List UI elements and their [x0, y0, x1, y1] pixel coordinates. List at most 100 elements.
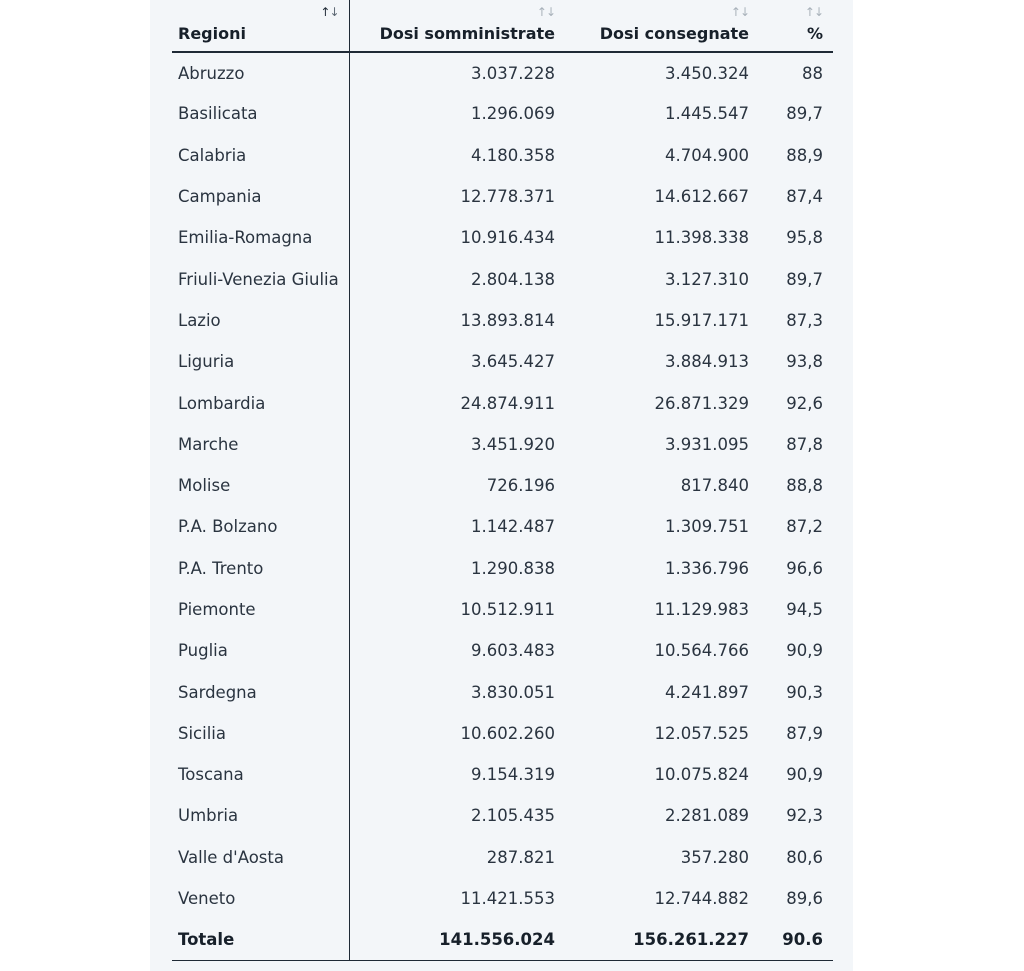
cell-percent: 89,7	[786, 104, 823, 124]
column-header-label: Regioni	[178, 24, 246, 43]
table-row: Sardegna 3.830.051 4.241.897 90,3	[172, 671, 833, 713]
cell-region: Lazio	[172, 299, 350, 342]
cell-administered: 3.645.427	[471, 352, 555, 372]
sort-arrows-icon[interactable]: ↑↓	[320, 5, 339, 19]
cell-delivered: 3.127.310	[665, 269, 749, 289]
cell-region: P.A. Trento	[172, 547, 350, 589]
cell-region: Totale	[172, 919, 350, 962]
cell-administered: 3.451.920	[471, 434, 555, 454]
table-panel: ↑↓ Regioni ↑↓ Dosi somministrate ↑↓ Dosi…	[150, 0, 853, 971]
table-row: Piemonte 10.512.911 11.129.983 94,5	[172, 588, 833, 631]
table-row: Umbria 2.105.435 2.281.089 92,3	[172, 795, 833, 837]
cell-delivered: 12.057.525	[654, 723, 749, 743]
column-header-dosi-consegnate[interactable]: ↑↓ Dosi consegnate	[565, 0, 759, 53]
column-header-label: %	[806, 24, 823, 43]
cell-delivered: 3.931.095	[665, 434, 749, 454]
cell-percent: 87,3	[786, 310, 823, 330]
column-header-percent[interactable]: ↑↓ %	[759, 0, 833, 53]
cell-administered: 1.142.487	[471, 517, 555, 537]
table-row: Campania 12.778.371 14.612.667 87,4	[172, 175, 833, 218]
cell-administered: 3.830.051	[471, 682, 555, 702]
sort-arrows-icon[interactable]: ↑↓	[536, 5, 556, 19]
column-header-label: Dosi somministrate	[379, 24, 555, 43]
table-body: Abruzzo 3.037.228 3.450.324 88 Basilicata 1.2…	[172, 52, 833, 962]
cell-percent: 87,8	[786, 434, 823, 454]
cell-delivered: 4.704.900	[665, 145, 749, 165]
cell-percent: 89,6	[786, 889, 823, 909]
vaccine-doses-table: ↑↓ Regioni ↑↓ Dosi somministrate ↑↓ Dosi…	[172, 0, 833, 962]
cell-delivered: 1.336.796	[665, 558, 749, 578]
cell-region: Sardegna	[172, 671, 350, 713]
cell-administered: 1.296.069	[471, 104, 555, 124]
column-header-dosi-somministrate[interactable]: ↑↓ Dosi somministrate	[349, 0, 565, 53]
table-row: Marche 3.451.920 3.931.095 87,8	[172, 423, 833, 465]
cell-administered: 12.778.371	[460, 187, 555, 207]
cell-delivered: 1.309.751	[665, 517, 749, 537]
cell-region: Emilia-Romagna	[172, 217, 350, 259]
cell-percent: 92,3	[786, 806, 823, 826]
cell-administered: 2.804.138	[471, 269, 555, 289]
table-row: Toscana 9.154.319 10.075.824 90,9	[172, 754, 833, 796]
cell-delivered: 3.884.913	[665, 352, 749, 372]
cell-delivered: 357.280	[680, 847, 749, 867]
cell-percent: 87,9	[786, 723, 823, 743]
cell-percent: 95,8	[786, 228, 823, 248]
cell-delivered: 14.612.667	[654, 187, 749, 207]
table-row: Sicilia 10.602.260 12.057.525 87,9	[172, 712, 833, 755]
cell-region: Umbria	[172, 795, 350, 837]
cell-administered: 726.196	[486, 476, 555, 496]
cell-percent: 90,9	[786, 641, 823, 661]
cell-region: Abruzzo	[172, 52, 350, 94]
table-row: Valle d'Aosta 287.821 357.280 80,6	[172, 836, 833, 878]
table-row: Abruzzo 3.037.228 3.450.324 88	[172, 52, 833, 94]
cell-region: Marche	[172, 423, 350, 465]
cell-percent: 94,5	[786, 600, 823, 619]
cell-percent: 92,6	[786, 393, 823, 413]
cell-administered: 141.556.024	[349, 919, 565, 962]
table-row: P.A. Trento 1.290.838 1.336.796 96,6	[172, 547, 833, 589]
cell-administered: 11.421.553	[460, 889, 555, 909]
sort-arrows-icon[interactable]: ↑↓	[804, 5, 824, 19]
cell-delivered: 4.241.897	[665, 682, 749, 702]
table-header: ↑↓ Regioni ↑↓ Dosi somministrate ↑↓ Dosi…	[172, 0, 833, 53]
column-header-label: Dosi consegnate	[599, 24, 749, 43]
cell-region: Basilicata	[172, 93, 350, 135]
cell-delivered: 156.261.227	[565, 919, 759, 962]
cell-percent: 80,6	[786, 847, 823, 867]
cell-percent: 88,8	[786, 476, 823, 496]
cell-administered: 9.154.319	[471, 765, 555, 785]
cell-administered: 13.893.814	[460, 310, 555, 330]
cell-region: Liguria	[172, 341, 350, 383]
cell-delivered: 2.281.089	[665, 806, 749, 826]
cell-region: Lombardia	[172, 382, 350, 424]
cell-administered: 1.290.838	[471, 558, 555, 578]
cell-percent: 96,6	[786, 558, 823, 578]
cell-delivered: 11.398.338	[654, 228, 749, 248]
cell-region: Puglia	[172, 630, 350, 672]
cell-delivered: 1.445.547	[665, 104, 749, 124]
cell-percent: 90.6	[759, 919, 833, 962]
table-row: Basilicata 1.296.069 1.445.547 89,7	[172, 93, 833, 135]
cell-administered: 3.037.228	[471, 63, 555, 83]
cell-delivered: 26.871.329	[654, 393, 749, 413]
cell-percent: 88	[802, 63, 823, 83]
cell-percent: 90,3	[786, 682, 823, 702]
sort-arrows-icon[interactable]: ↑↓	[730, 5, 750, 19]
cell-percent: 88,9	[786, 145, 823, 165]
cell-region: Valle d'Aosta	[172, 836, 350, 878]
cell-administered: 4.180.358	[471, 145, 555, 165]
table-row: Friuli-Venezia Giulia 2.804.138 3.127.310 8…	[172, 258, 833, 300]
cell-percent: 93,8	[786, 352, 823, 372]
cell-region: Campania	[172, 175, 350, 218]
cell-administered: 24.874.911	[460, 393, 555, 413]
cell-delivered: 15.917.171	[654, 310, 749, 330]
cell-delivered: 10.564.766	[654, 641, 749, 661]
table-row: Lombardia 24.874.911 26.871.329 92,6	[172, 382, 833, 424]
table-row: Liguria 3.645.427 3.884.913 93,8	[172, 341, 833, 383]
column-header-regioni[interactable]: ↑↓ Regioni	[172, 0, 350, 53]
cell-region: Molise	[172, 464, 350, 507]
cell-percent: 87,2	[786, 517, 823, 537]
cell-administered: 10.916.434	[460, 228, 555, 248]
cell-region: Sicilia	[172, 712, 350, 755]
cell-delivered: 10.075.824	[654, 765, 749, 785]
